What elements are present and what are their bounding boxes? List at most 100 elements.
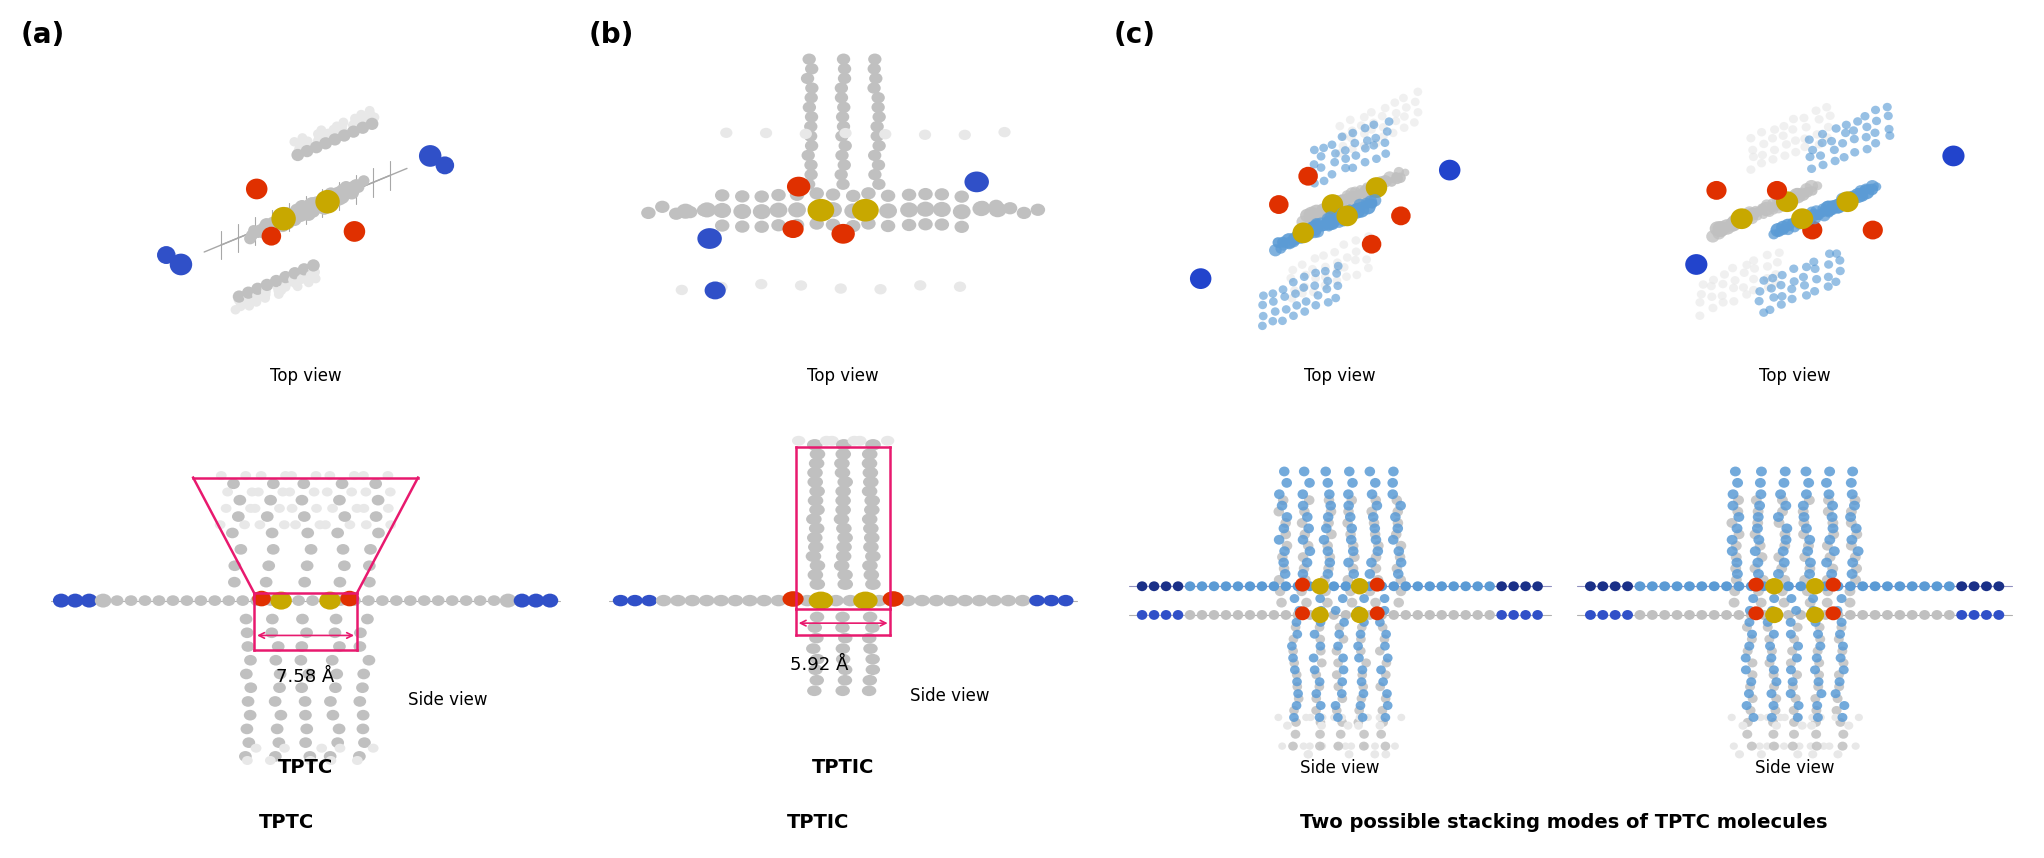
Circle shape: [1233, 582, 1243, 591]
Circle shape: [1750, 257, 1758, 265]
Circle shape: [1744, 215, 1752, 223]
Circle shape: [1739, 269, 1750, 277]
Circle shape: [1296, 607, 1310, 620]
Circle shape: [354, 641, 366, 652]
Circle shape: [1314, 729, 1325, 739]
Circle shape: [1337, 677, 1347, 686]
Circle shape: [243, 737, 256, 748]
Circle shape: [1359, 594, 1369, 603]
Circle shape: [1746, 682, 1756, 692]
Circle shape: [329, 133, 341, 146]
Circle shape: [1310, 269, 1320, 277]
Circle shape: [321, 595, 333, 606]
Circle shape: [865, 622, 879, 633]
Circle shape: [1731, 276, 1739, 285]
Circle shape: [697, 228, 722, 249]
Circle shape: [1273, 714, 1282, 721]
Circle shape: [1331, 293, 1341, 302]
Circle shape: [1337, 208, 1349, 220]
Circle shape: [1721, 610, 1731, 619]
Circle shape: [1339, 263, 1349, 271]
Circle shape: [1766, 305, 1774, 314]
Circle shape: [1833, 694, 1842, 703]
Circle shape: [1739, 283, 1748, 292]
Circle shape: [1811, 665, 1819, 674]
Circle shape: [1801, 187, 1813, 197]
Circle shape: [1825, 112, 1836, 120]
Circle shape: [1803, 478, 1815, 488]
Circle shape: [1741, 212, 1754, 223]
Circle shape: [1768, 701, 1778, 710]
Circle shape: [1331, 213, 1341, 223]
Circle shape: [1635, 582, 1645, 591]
Circle shape: [1335, 630, 1345, 638]
Circle shape: [1376, 682, 1386, 692]
Circle shape: [1290, 665, 1300, 674]
Circle shape: [347, 595, 362, 606]
Circle shape: [1278, 317, 1288, 325]
Circle shape: [809, 505, 826, 516]
Circle shape: [1359, 130, 1369, 138]
Circle shape: [1815, 140, 1823, 148]
Circle shape: [789, 219, 803, 231]
Circle shape: [274, 710, 288, 721]
Circle shape: [1805, 153, 1815, 161]
Circle shape: [1347, 598, 1357, 607]
Circle shape: [251, 744, 262, 752]
Circle shape: [713, 202, 732, 218]
Circle shape: [1770, 706, 1780, 715]
Circle shape: [899, 595, 916, 607]
Circle shape: [258, 221, 272, 235]
Circle shape: [350, 117, 360, 126]
Circle shape: [1290, 729, 1300, 739]
Text: Top view: Top view: [270, 367, 341, 384]
Circle shape: [1337, 212, 1349, 223]
Circle shape: [719, 128, 732, 138]
Circle shape: [1355, 630, 1365, 638]
Circle shape: [1382, 149, 1390, 158]
Circle shape: [1361, 158, 1369, 166]
Circle shape: [1766, 202, 1778, 212]
Circle shape: [339, 511, 352, 522]
Circle shape: [826, 219, 840, 231]
Circle shape: [1584, 610, 1596, 619]
Circle shape: [1292, 222, 1314, 244]
Circle shape: [1762, 618, 1772, 627]
Circle shape: [1351, 578, 1367, 595]
Circle shape: [869, 53, 881, 65]
Circle shape: [1733, 610, 1744, 619]
Circle shape: [1807, 209, 1819, 221]
Circle shape: [1746, 706, 1756, 715]
Circle shape: [368, 744, 378, 752]
Circle shape: [1831, 124, 1842, 133]
Circle shape: [1337, 132, 1347, 141]
Circle shape: [1410, 98, 1421, 106]
Circle shape: [1304, 582, 1314, 591]
Circle shape: [838, 140, 852, 152]
Circle shape: [1883, 610, 1893, 619]
Circle shape: [613, 595, 628, 607]
Circle shape: [1801, 489, 1811, 499]
Circle shape: [329, 613, 343, 625]
Circle shape: [1325, 495, 1335, 505]
Circle shape: [783, 221, 803, 238]
Circle shape: [807, 664, 824, 675]
Circle shape: [1341, 164, 1349, 172]
Circle shape: [1895, 582, 1905, 591]
Circle shape: [372, 528, 384, 538]
Circle shape: [1425, 582, 1435, 591]
Circle shape: [1776, 564, 1786, 573]
Circle shape: [1233, 610, 1243, 619]
Circle shape: [1378, 677, 1388, 686]
Circle shape: [1766, 578, 1782, 595]
Circle shape: [305, 544, 317, 554]
Circle shape: [836, 495, 850, 506]
Circle shape: [1731, 558, 1741, 567]
Circle shape: [1271, 307, 1280, 316]
Circle shape: [834, 283, 846, 293]
Circle shape: [1337, 729, 1345, 739]
Circle shape: [1748, 607, 1764, 620]
Circle shape: [1784, 191, 1801, 205]
Circle shape: [856, 595, 873, 607]
Circle shape: [1825, 535, 1836, 545]
